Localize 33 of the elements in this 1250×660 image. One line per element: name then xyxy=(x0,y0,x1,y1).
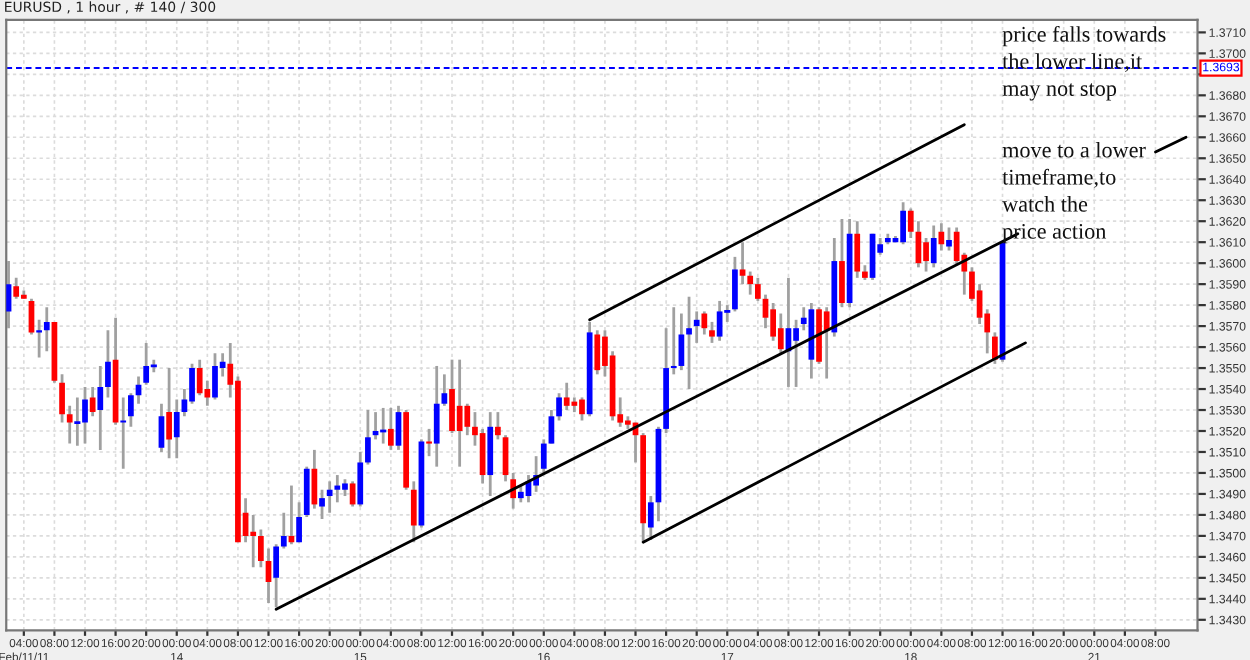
candlestick xyxy=(166,366,172,460)
candlestick xyxy=(839,217,845,309)
candlestick xyxy=(701,310,708,336)
candlestick xyxy=(43,305,50,353)
candlestick xyxy=(495,410,501,441)
candlestick xyxy=(464,402,471,437)
candlestick xyxy=(930,224,937,269)
candlestick xyxy=(579,396,585,422)
candlestick xyxy=(563,381,570,412)
candlestick xyxy=(120,396,127,471)
candlestick xyxy=(13,276,20,301)
candlestick xyxy=(426,427,432,458)
candlestick xyxy=(594,328,601,376)
candlestick xyxy=(693,310,700,345)
candlestick xyxy=(686,295,692,391)
candlestick xyxy=(433,364,440,469)
candlestick xyxy=(456,358,463,469)
annotation: move to a lower timeframe,to watch the price action xyxy=(1002,141,1146,244)
candlestick xyxy=(854,219,861,280)
candlestick xyxy=(212,351,218,401)
candlestick xyxy=(326,479,333,515)
candlestick xyxy=(900,200,906,246)
candlestick xyxy=(556,391,562,422)
candlestick xyxy=(716,299,723,343)
candlestick xyxy=(823,305,830,380)
candlestick xyxy=(923,236,929,273)
candlestick xyxy=(946,226,952,252)
candlestick xyxy=(739,240,746,286)
candlestick xyxy=(250,513,257,569)
candlestick xyxy=(82,385,88,445)
candlestick xyxy=(387,406,394,452)
candlestick xyxy=(97,364,104,452)
annotation: price falls towards the lower line,it may not stop xyxy=(1002,25,1166,101)
